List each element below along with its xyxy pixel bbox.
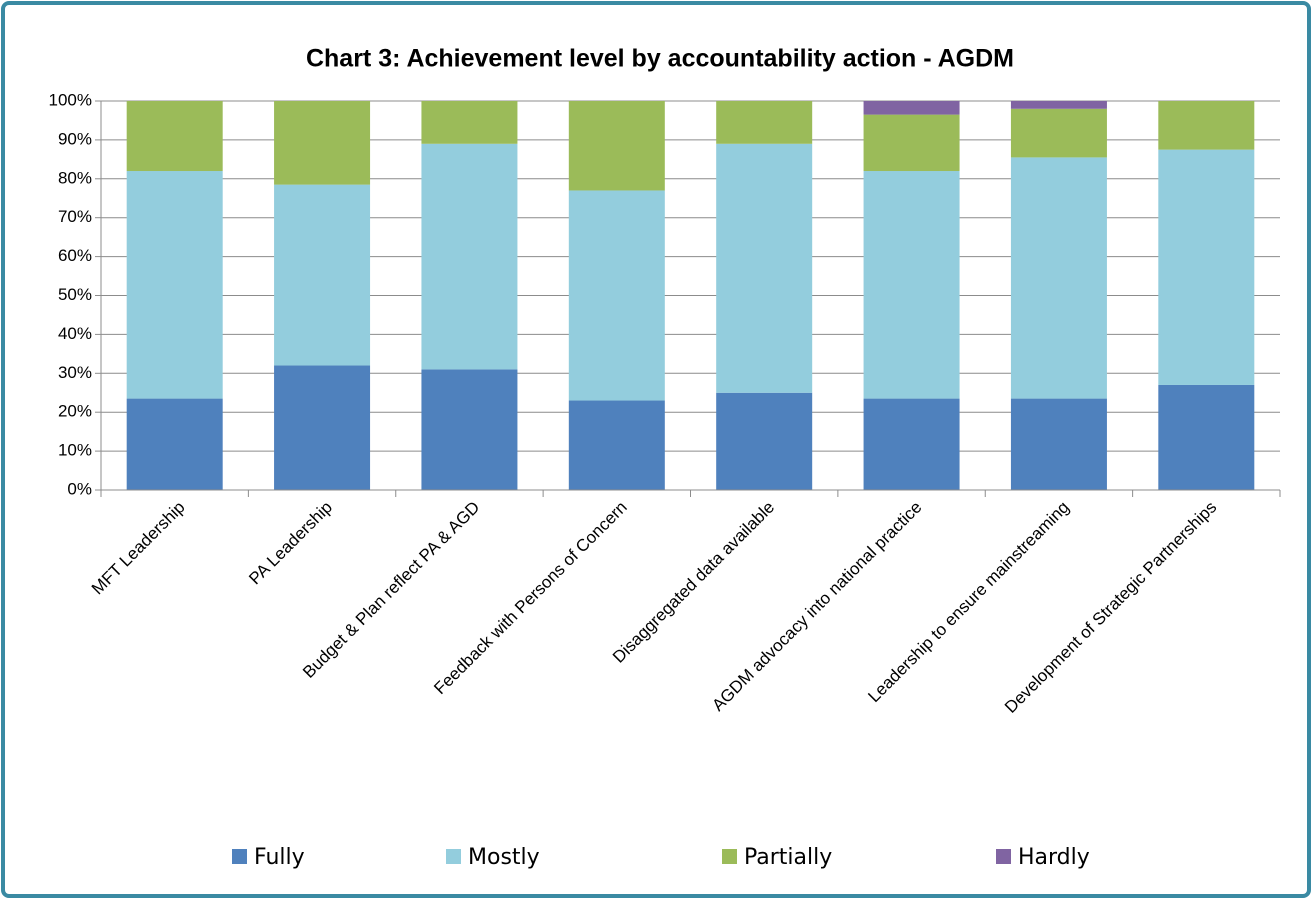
legend-label: Partially [744, 845, 832, 870]
bar-segment [1158, 149, 1255, 385]
bar-segment [863, 114, 960, 172]
legend-swatch [722, 849, 737, 864]
bar-segment [863, 171, 960, 399]
y-tick-label: 30% [58, 363, 92, 382]
y-tick-label: 60% [58, 246, 92, 265]
bar-segment [421, 369, 518, 490]
bar-segment [863, 101, 960, 115]
legend-swatch [446, 849, 461, 864]
bar-segment [1158, 384, 1255, 490]
y-tick-label: 100% [49, 90, 92, 109]
legend-label: Hardly [1018, 845, 1090, 870]
bar-segment [421, 143, 518, 370]
bar-segment [126, 101, 223, 172]
bar-segment [126, 398, 223, 490]
bar-segment [1010, 157, 1107, 399]
bar-segment [863, 398, 960, 490]
bar-segment [274, 101, 371, 185]
bar-segment [274, 184, 371, 366]
bar-segment [716, 143, 813, 393]
bar-segment [716, 392, 813, 490]
y-tick-label: 10% [58, 441, 92, 460]
legend-label: Fully [254, 845, 305, 870]
legend-label: Mostly [468, 845, 540, 870]
chart-title: Chart 3: Achievement level by accountabi… [306, 45, 1014, 73]
bar-segment [1010, 101, 1107, 109]
bar-segment [568, 101, 665, 191]
y-tick-label: 40% [58, 324, 92, 343]
y-tick-label: 80% [58, 168, 92, 187]
y-tick-label: 70% [58, 207, 92, 226]
y-tick-label: 0% [67, 479, 92, 498]
bar-segment [1010, 108, 1107, 158]
y-tick-label: 50% [58, 285, 92, 304]
bar-segment [421, 101, 518, 144]
bar-segment [274, 365, 371, 490]
bar-segment [1158, 101, 1255, 150]
bar-segment [568, 400, 665, 490]
bar-segment [126, 171, 223, 399]
bar-segment [1010, 398, 1107, 490]
bar-segment [716, 101, 813, 144]
legend-swatch [996, 849, 1011, 864]
legend-swatch [232, 849, 247, 864]
bar-segment [568, 190, 665, 401]
y-tick-label: 20% [58, 402, 92, 421]
y-tick-label: 90% [58, 129, 92, 148]
